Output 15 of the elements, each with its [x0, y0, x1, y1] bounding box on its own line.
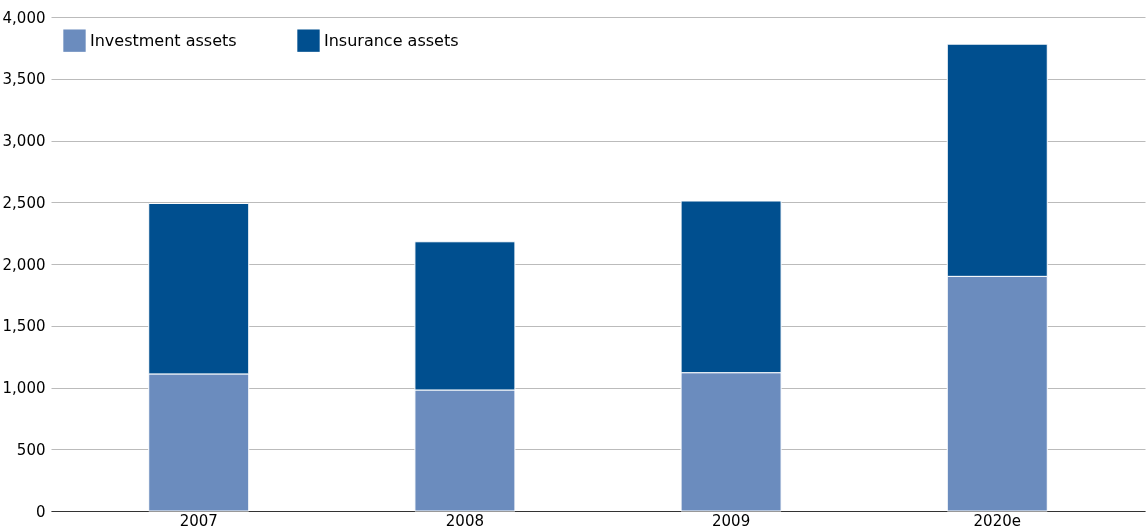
x-tick-label: 2020e: [973, 511, 1021, 530]
x-tick-label: 2007: [179, 511, 218, 530]
x-tick-label: 2009: [712, 511, 751, 530]
y-tick-label: 2,000: [2, 255, 46, 274]
legend-label: Insurance assets: [324, 30, 459, 50]
x-tick-label: 2008: [445, 511, 484, 530]
y-tick-label: 1,500: [2, 317, 46, 336]
y-tick-label: 0: [35, 502, 46, 521]
legend-label: Investment assets: [90, 30, 237, 50]
y-tick-label: 4,000: [2, 8, 46, 27]
y-tick-label: 3,000: [2, 132, 46, 150]
y-tick-label: 1,000: [2, 379, 46, 397]
y-tick-label: 2,500: [2, 193, 46, 212]
y-tick-label: 3,500: [2, 70, 46, 89]
y-tick-label: 500: [16, 440, 46, 459]
